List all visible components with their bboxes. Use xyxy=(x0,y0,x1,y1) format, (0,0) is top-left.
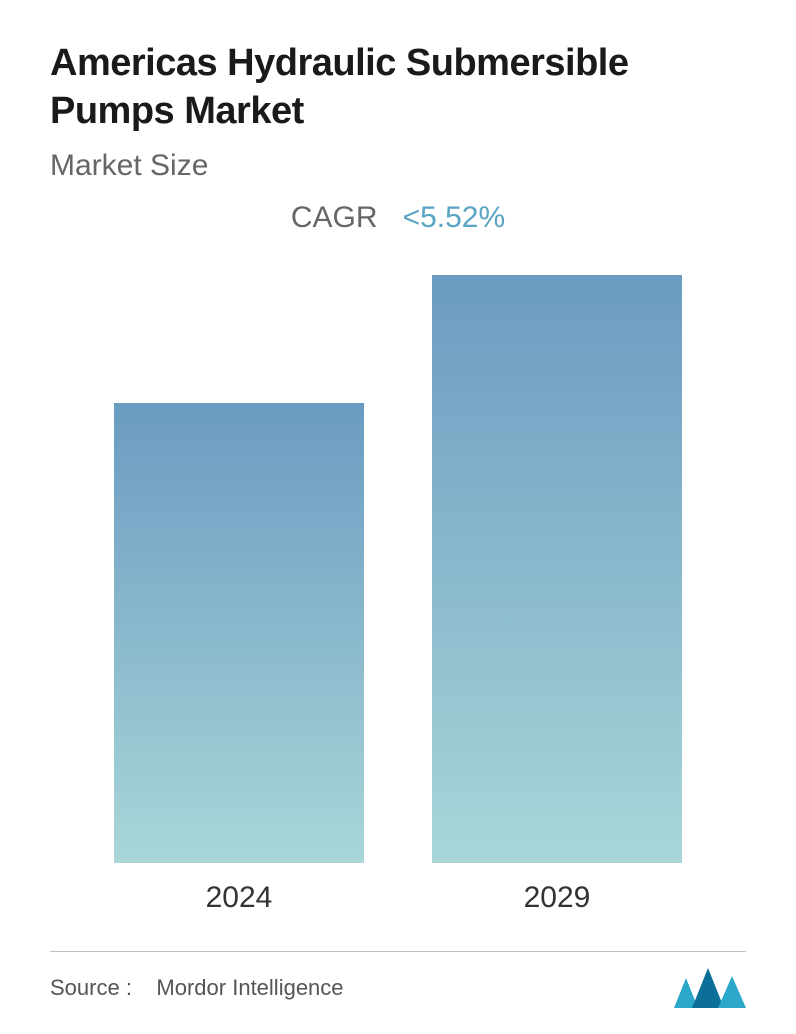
bar-group-2024: 2024 xyxy=(114,275,364,915)
chart-subtitle: Market Size xyxy=(50,149,746,183)
bar-2024 xyxy=(114,403,364,863)
mordor-logo-icon xyxy=(674,968,746,1008)
bar-label-2029: 2029 xyxy=(524,881,591,915)
chart-footer: Source : Mordor Intelligence xyxy=(50,951,746,1008)
bar-label-2024: 2024 xyxy=(206,881,273,915)
bar-2029 xyxy=(432,275,682,863)
chart-title: Americas Hydraulic Submersible Pumps Mar… xyxy=(50,40,746,135)
market-chart-card: Americas Hydraulic Submersible Pumps Mar… xyxy=(0,0,796,1034)
cagr-label: CAGR xyxy=(291,201,378,234)
source-label: Source : xyxy=(50,975,132,1000)
source-line: Source : Mordor Intelligence xyxy=(50,975,344,1001)
cagr-value: <5.52% xyxy=(403,201,506,234)
source-name: Mordor Intelligence xyxy=(156,975,343,1000)
bar-group-2029: 2029 xyxy=(432,275,682,915)
cagr-line: CAGR <5.52% xyxy=(50,201,746,235)
bar-chart: 2024 2029 xyxy=(50,275,746,915)
